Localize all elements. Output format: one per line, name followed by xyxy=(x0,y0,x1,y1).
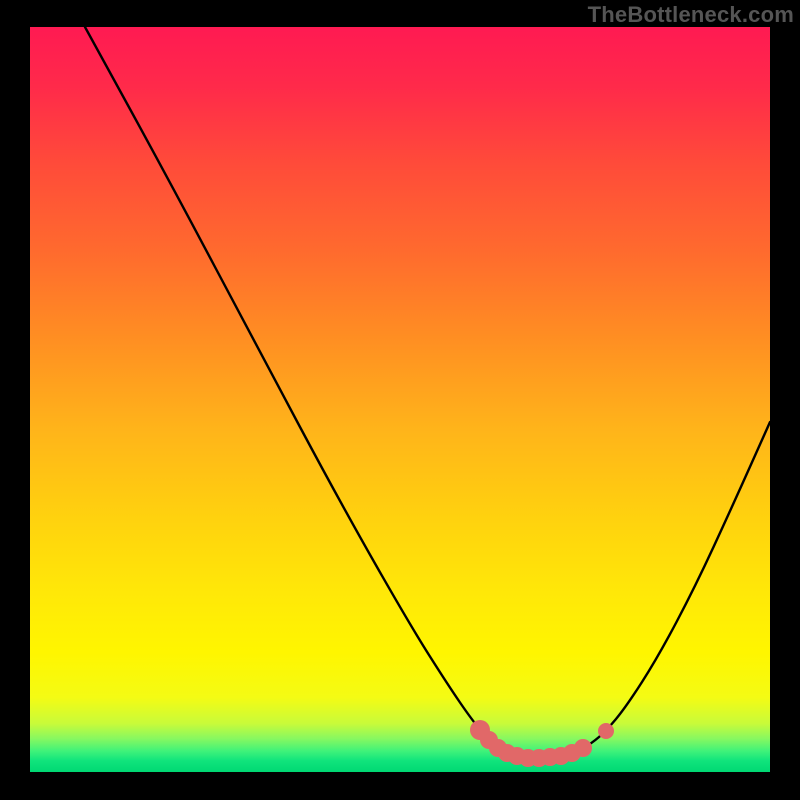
plot-background xyxy=(30,27,770,772)
data-marker xyxy=(598,723,614,739)
chart-frame: TheBottleneck.com xyxy=(0,0,800,800)
data-marker xyxy=(574,739,592,757)
watermark-text: TheBottleneck.com xyxy=(588,2,794,28)
plot-svg xyxy=(30,27,770,772)
plot-area xyxy=(30,27,770,772)
